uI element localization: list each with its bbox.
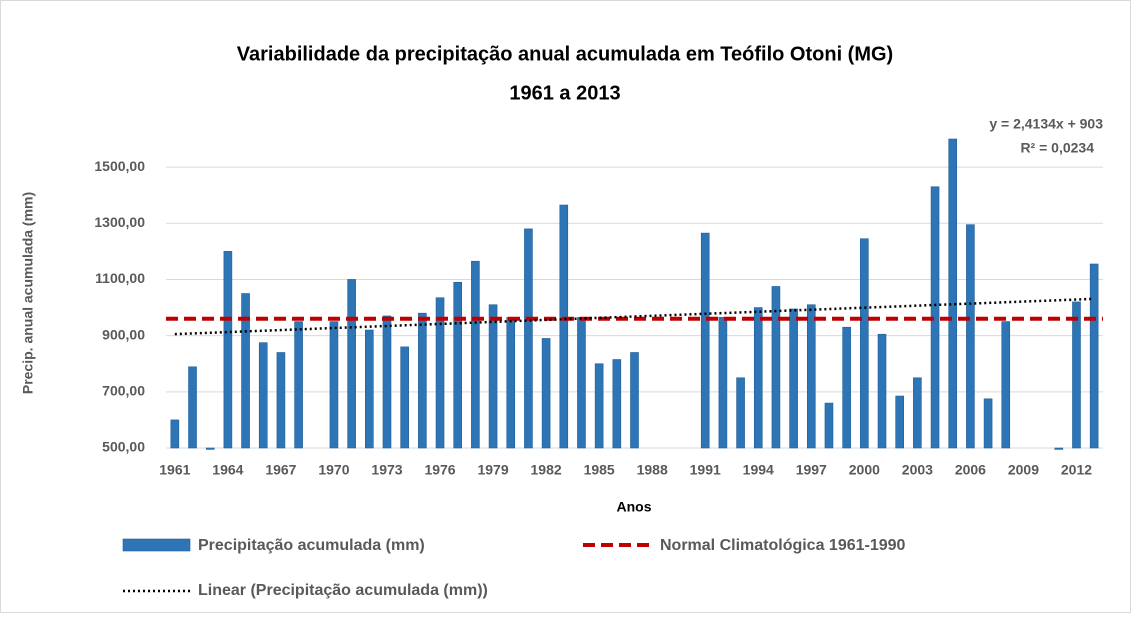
bar — [1089, 263, 1099, 449]
x-tick-label: 1970 — [318, 462, 349, 478]
chart-title: Variabilidade da precipitação anual acum… — [237, 43, 893, 65]
bar — [1001, 321, 1011, 449]
x-tick-label: 1973 — [371, 462, 402, 478]
legend-label: Normal Climatológica 1961-1990 — [660, 537, 906, 554]
bar — [860, 238, 869, 449]
bar — [506, 317, 516, 449]
bar — [966, 224, 975, 449]
bar — [577, 317, 586, 449]
bar — [170, 419, 180, 449]
bar — [276, 352, 286, 449]
bar — [1072, 301, 1081, 449]
bar — [630, 352, 639, 449]
bar — [594, 363, 604, 449]
bar — [948, 138, 958, 449]
bar — [753, 307, 763, 449]
bar — [895, 395, 904, 449]
y-tick-label: 500,00 — [102, 439, 145, 455]
x-tick-label: 1982 — [531, 462, 562, 478]
bar — [418, 312, 427, 449]
bar — [400, 346, 409, 449]
x-tick-label: 1979 — [477, 462, 508, 478]
x-tick-label: 1997 — [796, 462, 827, 478]
x-tick-label: 1976 — [424, 462, 455, 478]
y-tick-label: 700,00 — [102, 383, 145, 399]
bar — [488, 304, 498, 449]
bar — [258, 342, 268, 449]
bar — [789, 308, 798, 449]
y-tick-label: 1300,00 — [94, 214, 145, 230]
y-tick-label: 1100,00 — [95, 270, 145, 286]
bar — [382, 315, 392, 449]
bar — [718, 317, 728, 449]
bar — [241, 293, 250, 449]
trend-r2: R² = 0,0234 — [1020, 140, 1094, 156]
bar — [806, 304, 816, 449]
bar — [524, 228, 533, 449]
x-tick-label: 1991 — [690, 462, 721, 478]
bar — [329, 321, 339, 449]
trend-line — [174, 297, 1095, 336]
x-tick-label: 2000 — [849, 462, 880, 478]
bar — [983, 398, 993, 449]
legend-label: Linear (Precipitação acumulada (mm)) — [198, 582, 488, 599]
bar — [842, 326, 851, 449]
bar — [347, 279, 356, 449]
bar — [877, 333, 887, 449]
bar — [294, 321, 303, 449]
x-tick-label: 1985 — [584, 462, 615, 478]
bar — [365, 329, 374, 449]
bar — [736, 377, 745, 449]
bar — [913, 377, 922, 449]
x-tick-label: 2009 — [1008, 462, 1039, 478]
bar — [453, 281, 463, 449]
x-tick-label: 2012 — [1061, 462, 1092, 478]
bar — [223, 251, 233, 449]
y-tick-label: 1500,00 — [94, 158, 145, 174]
x-tick-label: 1964 — [212, 462, 243, 478]
bar — [435, 297, 445, 449]
bar — [700, 232, 710, 449]
bar — [612, 359, 622, 449]
chart-subtitle: 1961 a 2013 — [509, 82, 620, 104]
x-tick-label: 1967 — [265, 462, 296, 478]
y-tick-label: 900,00 — [102, 326, 145, 342]
y-axis-title: Precip. anual acumulada (mm) — [20, 192, 36, 394]
x-tick-label: 1961 — [159, 462, 190, 478]
bar — [824, 402, 834, 449]
x-tick-label: 2006 — [955, 462, 986, 478]
bar — [188, 366, 197, 449]
trend-equation: y = 2,4134x + 903 — [989, 116, 1103, 132]
bar — [205, 447, 215, 450]
bar — [559, 204, 569, 449]
legend-swatch — [122, 538, 191, 552]
x-axis-title: Anos — [617, 499, 652, 515]
legend-label: Precipitação acumulada (mm) — [198, 537, 425, 554]
x-tick-label: 2003 — [902, 462, 933, 478]
bar — [1054, 447, 1064, 450]
x-tick-label: 1994 — [743, 462, 774, 478]
bar — [771, 286, 781, 449]
x-tick-label: 1988 — [637, 462, 668, 478]
bar — [541, 338, 551, 449]
bar — [471, 260, 480, 449]
